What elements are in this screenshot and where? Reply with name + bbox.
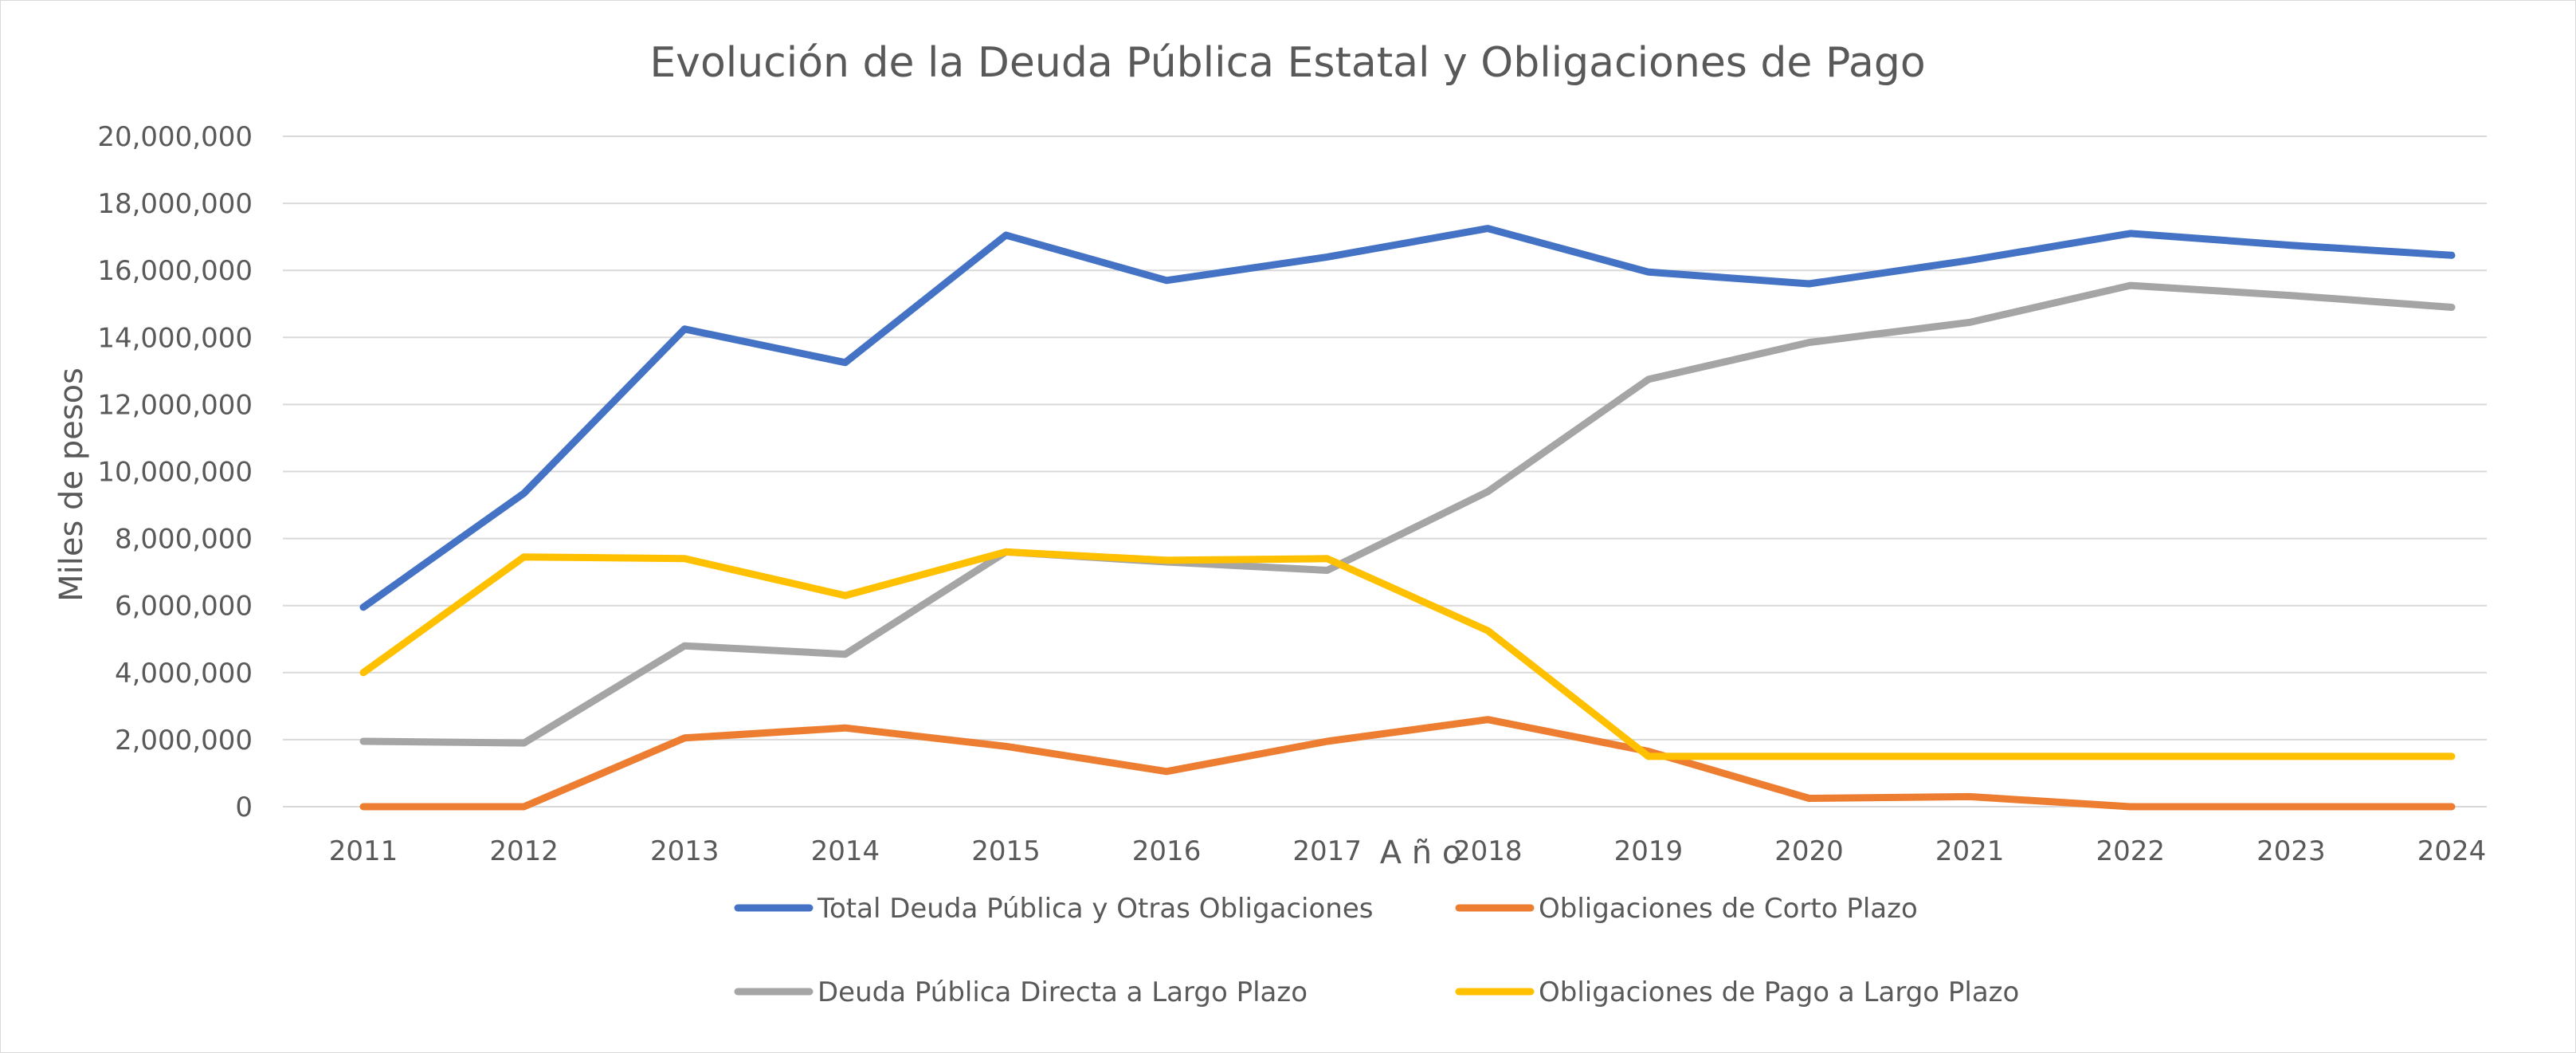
series-line-3 <box>359 548 2456 760</box>
y-axis-label: Miles de pesos <box>53 367 90 602</box>
legend-label: Total Deuda Pública y Otras Obligaciones <box>817 893 1373 925</box>
y-tick-label: 6,000,000 <box>115 591 253 623</box>
chart-title: Evolución de la Deuda Pública Estatal y … <box>649 39 1925 87</box>
series-line-1 <box>359 716 2456 811</box>
legend-label: Deuda Pública Directa a Largo Plazo <box>817 976 1308 1008</box>
series-lines <box>359 225 2456 811</box>
series-line-0 <box>359 225 2456 611</box>
y-tick-label: 18,000,000 <box>97 188 253 220</box>
x-tick-label: 2018 <box>1453 835 1523 867</box>
series-line-2 <box>359 281 2456 747</box>
legend-label: Obligaciones de Corto Plazo <box>1539 893 1918 925</box>
x-tick-label: 2011 <box>329 835 398 867</box>
x-tick-label: 2016 <box>1132 835 1202 867</box>
y-tick-label: 10,000,000 <box>97 457 253 489</box>
x-tick-label: 2015 <box>971 835 1041 867</box>
y-tick-label: 16,000,000 <box>97 255 253 287</box>
y-tick-label: 4,000,000 <box>115 658 253 690</box>
y-tick-label: 12,000,000 <box>97 389 253 421</box>
x-tick-label: 2020 <box>1774 835 1844 867</box>
y-tick-label: 0 <box>235 792 253 823</box>
x-tick-label: 2024 <box>2417 835 2487 867</box>
x-tick-label: 2021 <box>1935 835 2005 867</box>
x-tick-label: 2022 <box>2096 835 2166 867</box>
x-axis-label: A ñ o <box>1380 835 1462 871</box>
x-axis-ticks: 2011 2012 2013 2014 2015 2016 2017 2018 2019 2020… <box>329 835 2487 867</box>
y-axis-ticks: 0 2,000,000 4,000,000 6,000,000 8,000,000 10,… <box>97 121 253 823</box>
x-tick-label: 2019 <box>1614 835 1684 867</box>
x-tick-label: 2013 <box>650 835 719 867</box>
legend-label: Obligaciones de Pago a Largo Plazo <box>1539 976 2019 1008</box>
y-tick-label: 2,000,000 <box>115 725 253 756</box>
x-tick-label: 2017 <box>1292 835 1362 867</box>
x-tick-label: 2014 <box>811 835 880 867</box>
legend: Total Deuda Pública y Otras Obligaciones… <box>734 893 2019 1008</box>
x-tick-label: 2023 <box>2256 835 2326 867</box>
x-tick-label: 2012 <box>489 835 559 867</box>
y-tick-label: 20,000,000 <box>97 121 253 153</box>
y-tick-label: 14,000,000 <box>97 322 253 354</box>
y-tick-label: 8,000,000 <box>115 524 253 556</box>
